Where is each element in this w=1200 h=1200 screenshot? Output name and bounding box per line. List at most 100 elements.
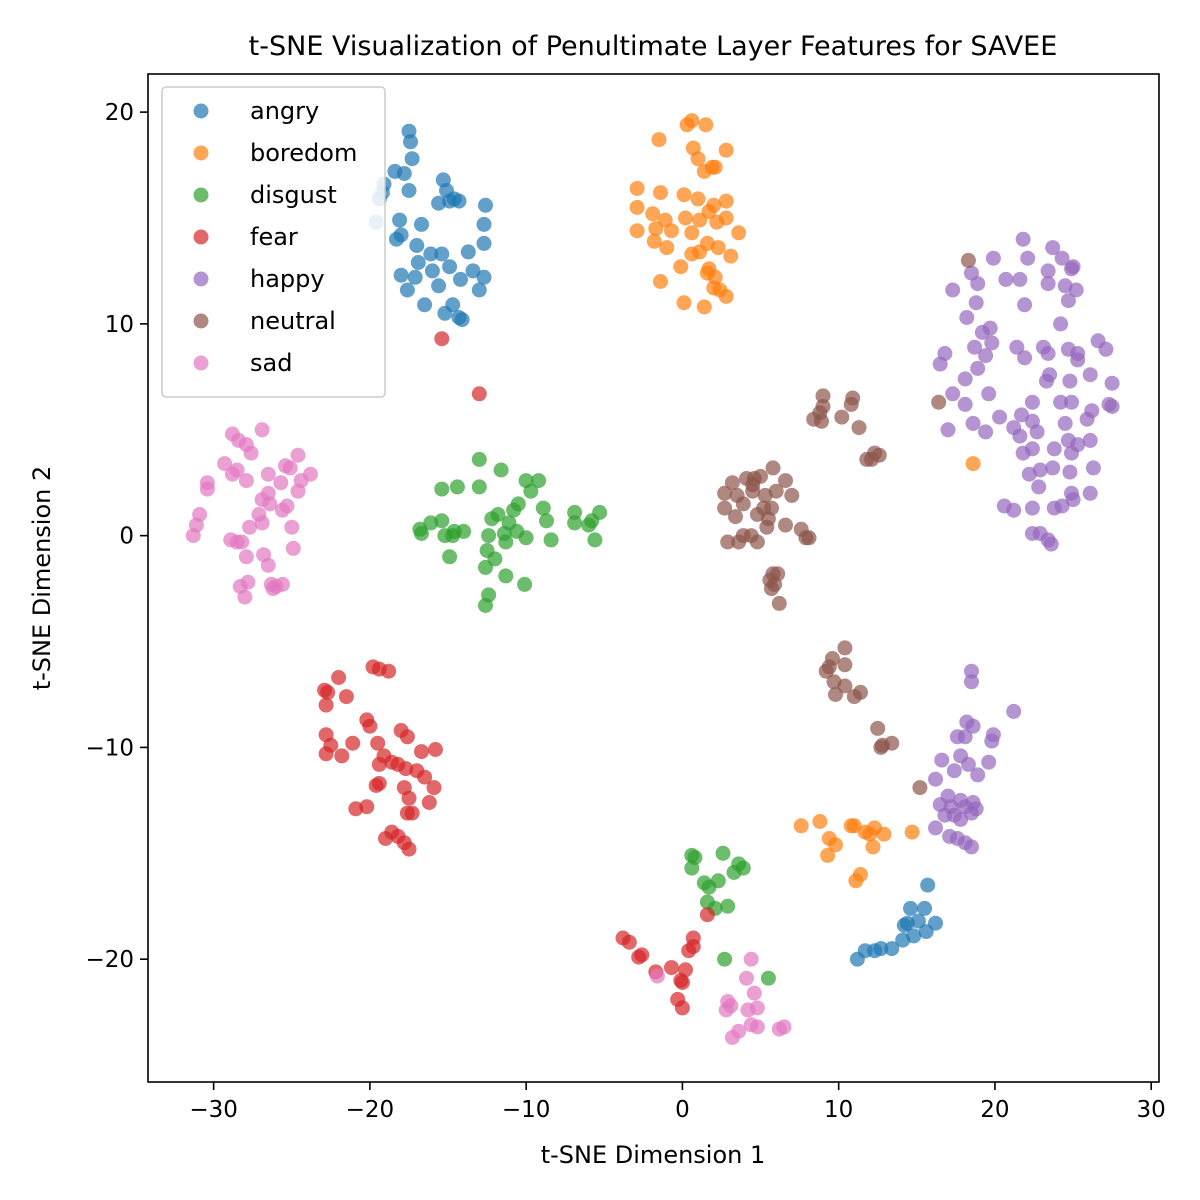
point-boredom-47 <box>812 814 828 829</box>
point-happy-18 <box>1060 293 1076 309</box>
point-boredom-3 <box>651 132 667 148</box>
point-angry-42 <box>454 312 470 328</box>
y-tick-label: 20 <box>105 100 134 126</box>
point-happy-75 <box>1021 466 1037 482</box>
point-happy-71 <box>1085 460 1101 476</box>
point-sad-39 <box>240 574 256 590</box>
legend-marker <box>193 187 209 203</box>
point-boredom-21 <box>692 212 708 228</box>
point-boredom-11 <box>653 185 668 201</box>
point-sad-33 <box>234 534 250 550</box>
point-angry-22 <box>476 235 492 251</box>
point-sad-13 <box>224 466 240 482</box>
legend-item-happy: happy <box>193 265 325 293</box>
point-boredom-58 <box>904 824 920 840</box>
point-happy-31 <box>978 348 994 364</box>
point-happy-100 <box>960 756 976 772</box>
legend-marker <box>193 355 209 371</box>
point-boredom-18 <box>645 206 661 222</box>
point-disgust-22 <box>434 513 450 529</box>
point-happy-96 <box>957 729 973 745</box>
point-happy-62 <box>1029 424 1045 440</box>
point-disgust-55 <box>720 898 736 914</box>
point-neutral-55 <box>818 663 834 679</box>
point-disgust-0 <box>471 451 487 467</box>
points-layer <box>185 113 1120 1045</box>
point-sad-55 <box>749 1019 765 1035</box>
point-happy-102 <box>970 767 986 783</box>
point-neutral-36 <box>759 519 775 535</box>
point-happy-2 <box>1054 250 1070 266</box>
point-angry-50 <box>896 917 912 933</box>
point-sad-15 <box>273 475 289 491</box>
point-disgust-32 <box>543 532 559 548</box>
point-boredom-13 <box>690 191 706 207</box>
point-happy-11 <box>998 271 1014 287</box>
x-tick-label: 20 <box>980 1097 1009 1123</box>
point-happy-93 <box>965 718 981 734</box>
point-happy-0 <box>1015 231 1031 247</box>
point-disgust-11 <box>535 500 551 516</box>
point-happy-91 <box>1006 703 1022 719</box>
point-sad-53 <box>749 1000 765 1016</box>
point-fear-41 <box>378 831 393 846</box>
point-disgust-19 <box>567 515 583 531</box>
point-boredom-39 <box>701 261 717 277</box>
point-neutral-0 <box>960 252 976 268</box>
point-happy-54 <box>1014 407 1029 423</box>
legend-label: disgust <box>250 181 337 209</box>
point-boredom-42 <box>706 280 722 296</box>
point-angry-35 <box>476 269 492 285</box>
point-boredom-10 <box>629 180 645 196</box>
point-disgust-25 <box>414 526 429 541</box>
point-disgust-52 <box>710 873 726 889</box>
y-axis-ticks: −20 −10 0 10 20 <box>85 100 148 973</box>
point-boredom-4 <box>718 142 734 158</box>
point-boredom-35 <box>723 248 739 264</box>
point-happy-89 <box>964 663 979 679</box>
point-boredom-17 <box>629 199 645 215</box>
point-happy-103 <box>946 763 962 779</box>
legend-marker <box>193 145 209 161</box>
point-happy-63 <box>1012 428 1028 444</box>
point-happy-48 <box>1064 394 1079 410</box>
point-sad-26 <box>254 515 270 531</box>
point-angry-27 <box>410 255 426 270</box>
point-neutral-54 <box>837 657 853 673</box>
point-happy-51 <box>1104 399 1120 414</box>
x-axis-label: t-SNE Dimension 1 <box>541 1141 766 1169</box>
point-angry-20 <box>393 227 409 243</box>
point-happy-53 <box>992 409 1008 425</box>
x-axis-ticks: −30 −20 −10 0 10 20 30 <box>189 1082 1166 1123</box>
series-happy <box>928 231 1120 855</box>
point-happy-3 <box>1020 250 1036 266</box>
legend-item-fear: fear <box>193 223 298 251</box>
point-disgust-18 <box>584 513 600 529</box>
point-neutral-26 <box>757 487 773 503</box>
point-neutral-65 <box>912 780 928 796</box>
point-fear-33 <box>421 795 437 810</box>
series-neutral <box>717 252 976 796</box>
y-tick-label: −20 <box>85 947 134 973</box>
point-happy-24 <box>984 335 1000 351</box>
point-happy-19 <box>959 310 975 325</box>
point-boredom-24 <box>664 223 679 239</box>
point-neutral-15 <box>765 460 781 476</box>
point-happy-52 <box>957 396 973 412</box>
plot-frame <box>147 73 1160 1083</box>
point-fear-22 <box>334 748 350 764</box>
point-angry-2 <box>404 151 420 167</box>
point-happy-23 <box>967 339 983 355</box>
point-happy-45 <box>1024 394 1040 410</box>
point-sad-14 <box>238 473 254 489</box>
point-boredom-16 <box>718 193 734 209</box>
point-happy-43 <box>1062 373 1078 389</box>
point-boredom-23 <box>648 221 664 237</box>
legend-item-boredom: boredom <box>193 139 357 167</box>
legend-label: happy <box>250 265 325 293</box>
point-angry-29 <box>442 259 458 275</box>
point-neutral-31 <box>717 500 733 516</box>
series-boredom <box>629 113 981 889</box>
point-angry-25 <box>434 246 450 262</box>
